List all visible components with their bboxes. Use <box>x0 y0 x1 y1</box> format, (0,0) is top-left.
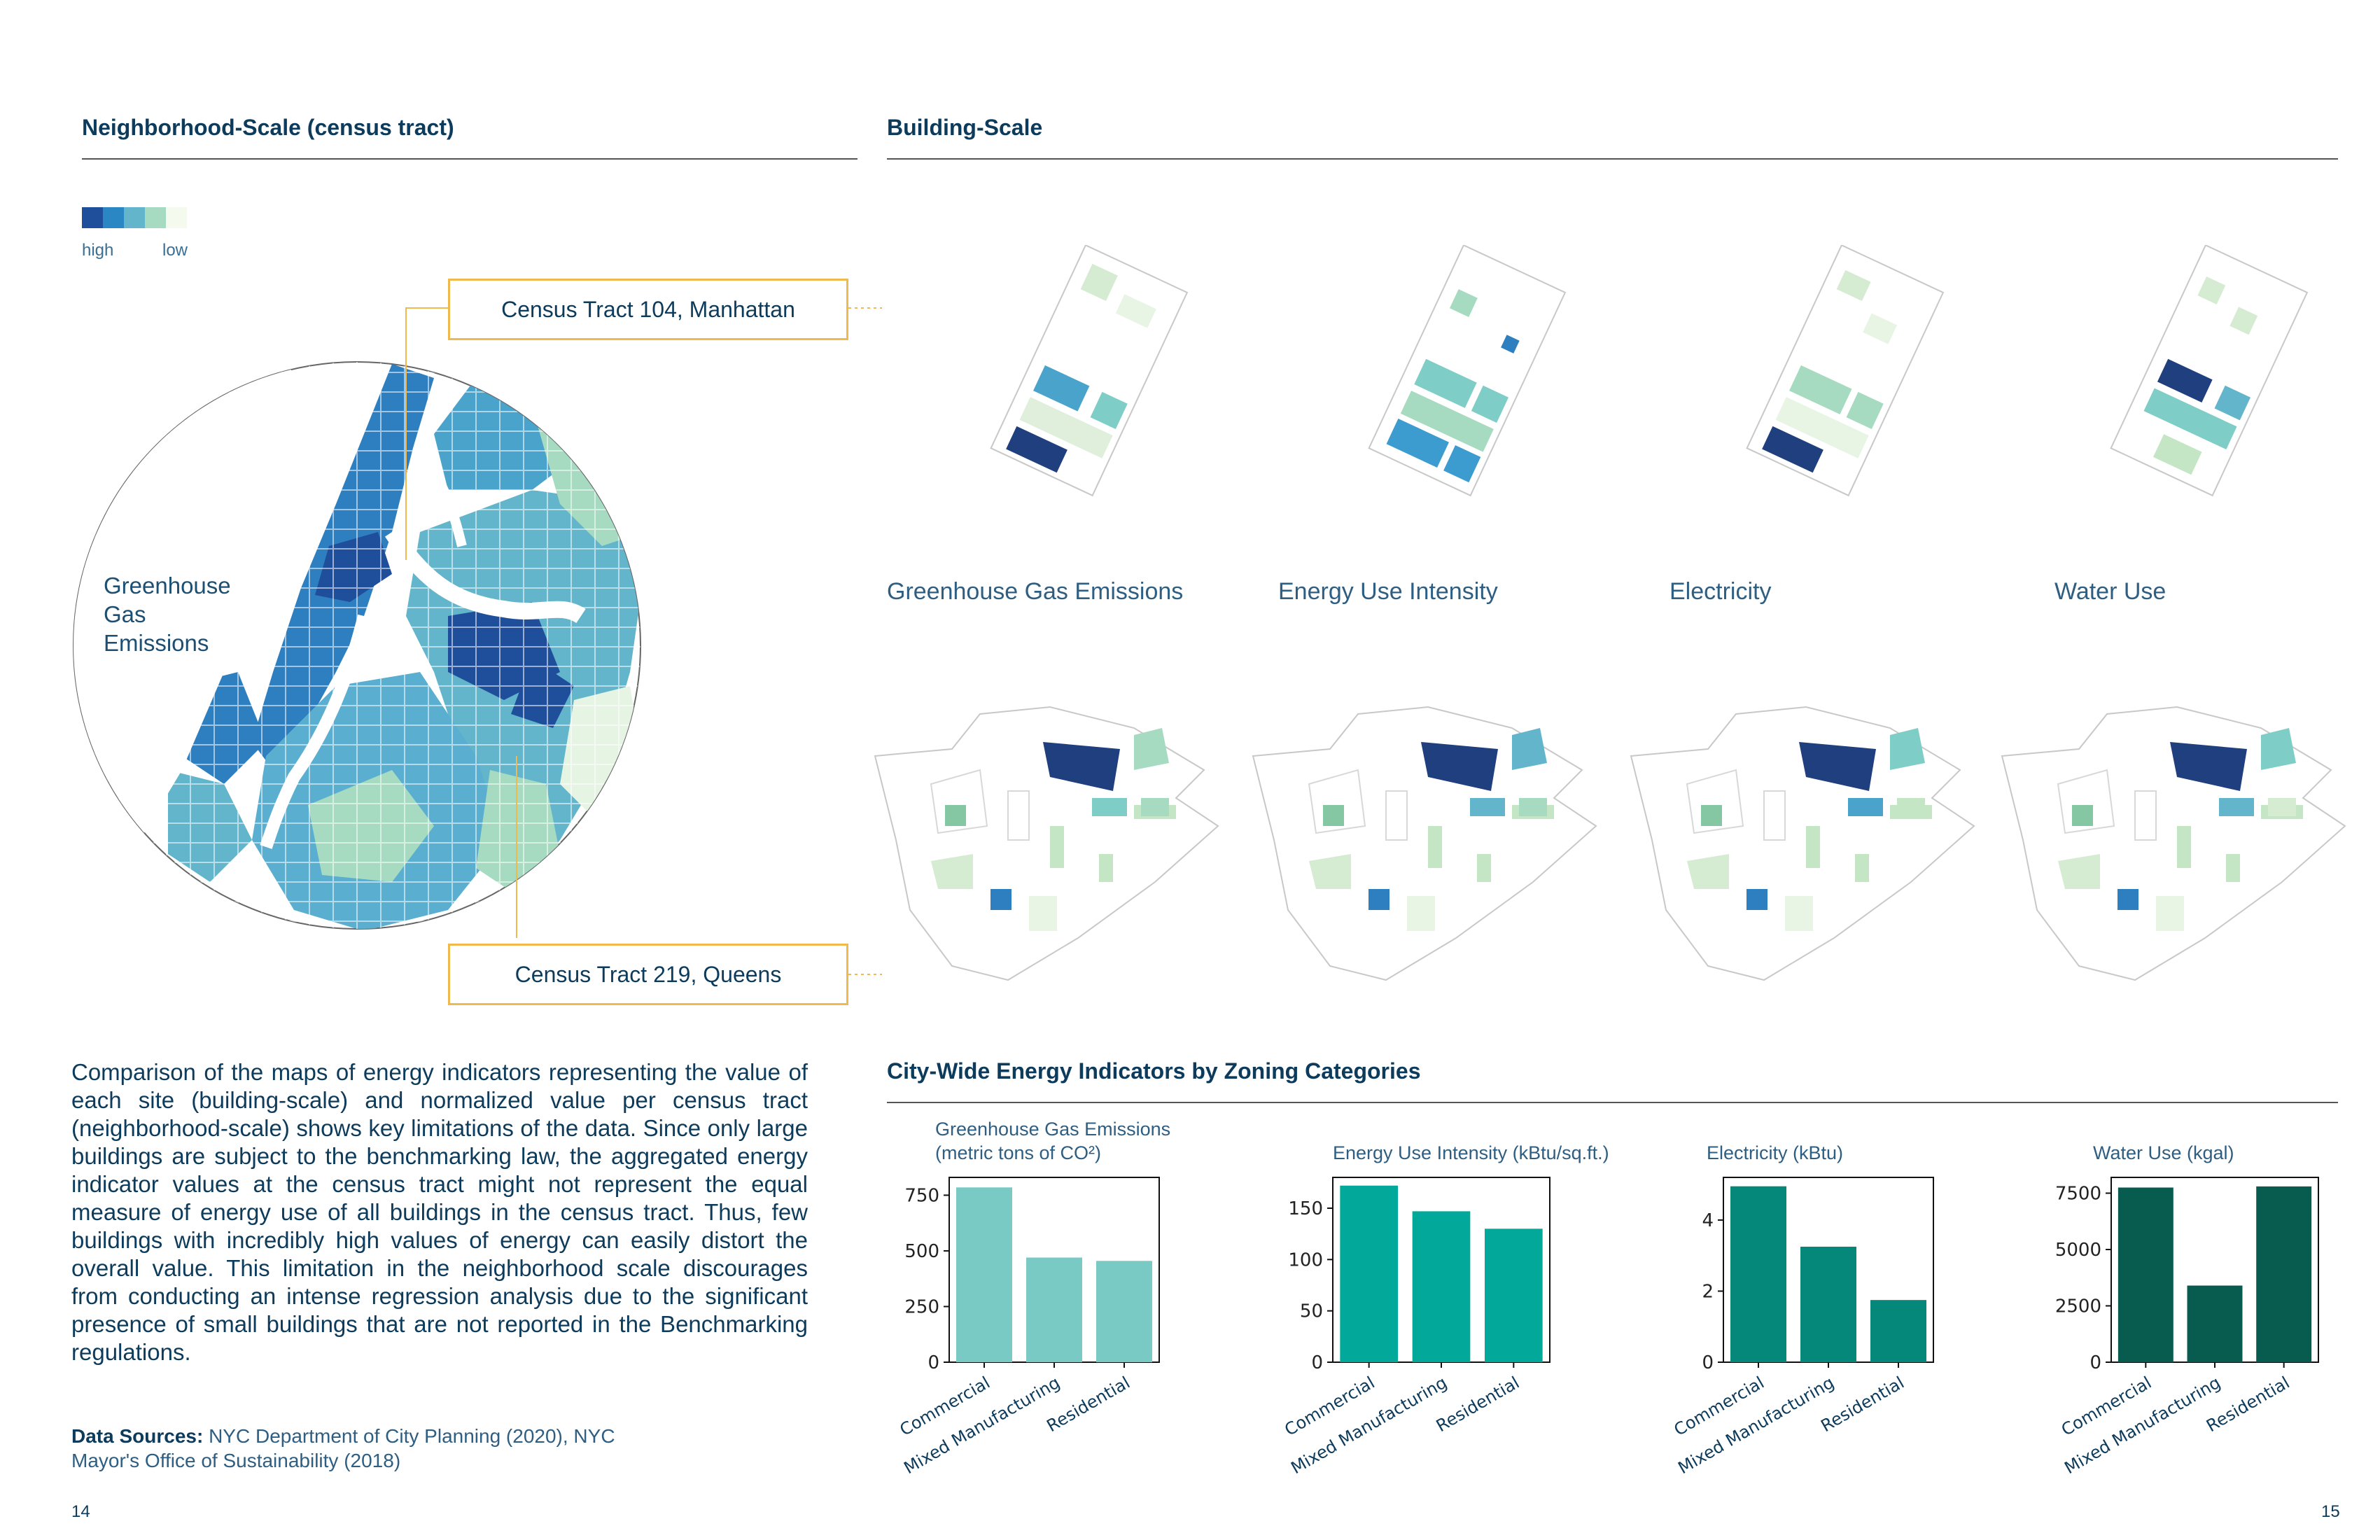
queens-panel-electricity <box>1630 706 1975 981</box>
left-section-title: Neighborhood-Scale (census tract) <box>82 115 454 140</box>
ytick-label-water-0: 0 <box>2090 1352 2101 1373</box>
manhattan-panel-electricity <box>1746 245 1945 497</box>
map-label-line-3: Emissions <box>104 630 209 656</box>
bar-eui-1 <box>1412 1211 1471 1362</box>
queens-panel-ghg <box>874 706 1219 981</box>
building-maps-manhattan-row <box>990 245 2309 497</box>
callout-census-tract-219: Census Tract 219, Queens <box>448 944 848 1005</box>
chart-title-ghg-line1: Greenhouse Gas Emissions <box>935 1119 1171 1140</box>
panel-label-electricity: Electricity <box>1670 578 1772 605</box>
right-section-rule <box>887 158 2338 160</box>
map-label-line-1: Greenhouse <box>104 573 231 598</box>
ytick-label-ghg-3: 750 <box>904 1185 939 1206</box>
ytick-label-electricity-2: 4 <box>1702 1210 1714 1231</box>
legend-swatch-4 <box>145 207 166 228</box>
comparison-paragraph: Comparison of the maps of energy indicat… <box>71 1059 808 1365</box>
ytick-label-ghg-1: 250 <box>904 1296 939 1317</box>
right-section-title: Building-Scale <box>887 115 1043 140</box>
queens-panel-water <box>2001 706 2346 981</box>
chart-title-water: Water Use (kgal) <box>2093 1142 2234 1163</box>
legend-swatch-2 <box>103 207 124 228</box>
callout-census-tract-104: Census Tract 104, Manhattan <box>448 279 848 340</box>
bar-water-0 <box>2118 1187 2174 1362</box>
ytick-label-water-3: 7500 <box>2055 1184 2101 1205</box>
bar-water-1 <box>2187 1285 2243 1362</box>
chart-title-ghg: Greenhouse Gas Emissions (metric tons of… <box>935 1117 1170 1165</box>
callout-top-leader <box>405 307 448 560</box>
manhattan-panel-water <box>2110 245 2309 497</box>
ytick-label-electricity-0: 0 <box>1702 1352 1714 1373</box>
ytick-label-water-1: 2500 <box>2055 1296 2101 1317</box>
bar-ghg-0 <box>956 1187 1012 1362</box>
building-maps-queens-row <box>874 706 2346 981</box>
legend-swatch-3 <box>124 207 145 228</box>
legend-swatch-1 <box>82 207 103 228</box>
bar-ghg-2 <box>1096 1261 1152 1362</box>
ytick-label-eui-2: 100 <box>1288 1250 1323 1270</box>
manhattan-panel-ghg <box>990 245 1189 497</box>
queens-panel-eui <box>1252 706 1597 981</box>
panel-label-eui: Energy Use Intensity <box>1278 578 1498 605</box>
ytick-label-eui-3: 150 <box>1288 1198 1323 1219</box>
ytick-label-ghg-0: 0 <box>927 1352 939 1373</box>
xtick-label-eui-2: Residential <box>1433 1373 1522 1436</box>
legend-low-label: low <box>162 241 188 260</box>
panel-label-ghg: Greenhouse Gas Emissions <box>887 578 1184 605</box>
bar-electricity-2 <box>1870 1300 1926 1362</box>
data-sources: Data Sources: NYC Department of City Pla… <box>71 1424 687 1473</box>
chart-title-electricity: Electricity (kBtu) <box>1707 1142 1844 1163</box>
charts-section-rule <box>887 1102 2338 1103</box>
page-number-right: 15 <box>2321 1502 2340 1521</box>
bar-electricity-0 <box>1730 1186 1786 1362</box>
bar-eui-0 <box>1340 1185 1398 1362</box>
page-number-left: 14 <box>71 1502 90 1521</box>
bar-eui-2 <box>1485 1228 1543 1362</box>
ytick-label-electricity-1: 2 <box>1702 1281 1714 1302</box>
chart-title-eui: Energy Use Intensity (kBtu/sq.ft.) <box>1333 1142 1609 1163</box>
bar-ghg-1 <box>1026 1257 1082 1362</box>
bar-electricity-1 <box>1800 1247 1856 1362</box>
legend-high-label: high <box>82 241 114 260</box>
map-label-line-2: Gas <box>104 601 146 627</box>
ytick-label-ghg-2: 500 <box>904 1241 939 1262</box>
data-sources-label: Data Sources: <box>71 1425 204 1447</box>
legend-swatch-5 <box>166 207 187 228</box>
ytick-label-eui-1: 50 <box>1300 1301 1323 1322</box>
panel-label-water: Water Use <box>2054 578 2166 605</box>
map-label: Greenhouse Gas Emissions <box>104 571 231 657</box>
ytick-label-eui-0: 0 <box>1311 1352 1323 1373</box>
bar-water-2 <box>2256 1186 2312 1362</box>
charts-section-title: City-Wide Energy Indicators by Zoning Ca… <box>887 1058 1421 1084</box>
ytick-label-water-2: 5000 <box>2055 1240 2101 1261</box>
left-section-rule <box>82 158 858 160</box>
manhattan-panel-eui <box>1368 245 1567 497</box>
chart-title-ghg-line2: (metric tons of CO²) <box>935 1142 1102 1163</box>
data-sources-text: NYC Department of City Planning (2020), … <box>71 1425 615 1471</box>
nyc-census-tract-map <box>73 307 882 975</box>
